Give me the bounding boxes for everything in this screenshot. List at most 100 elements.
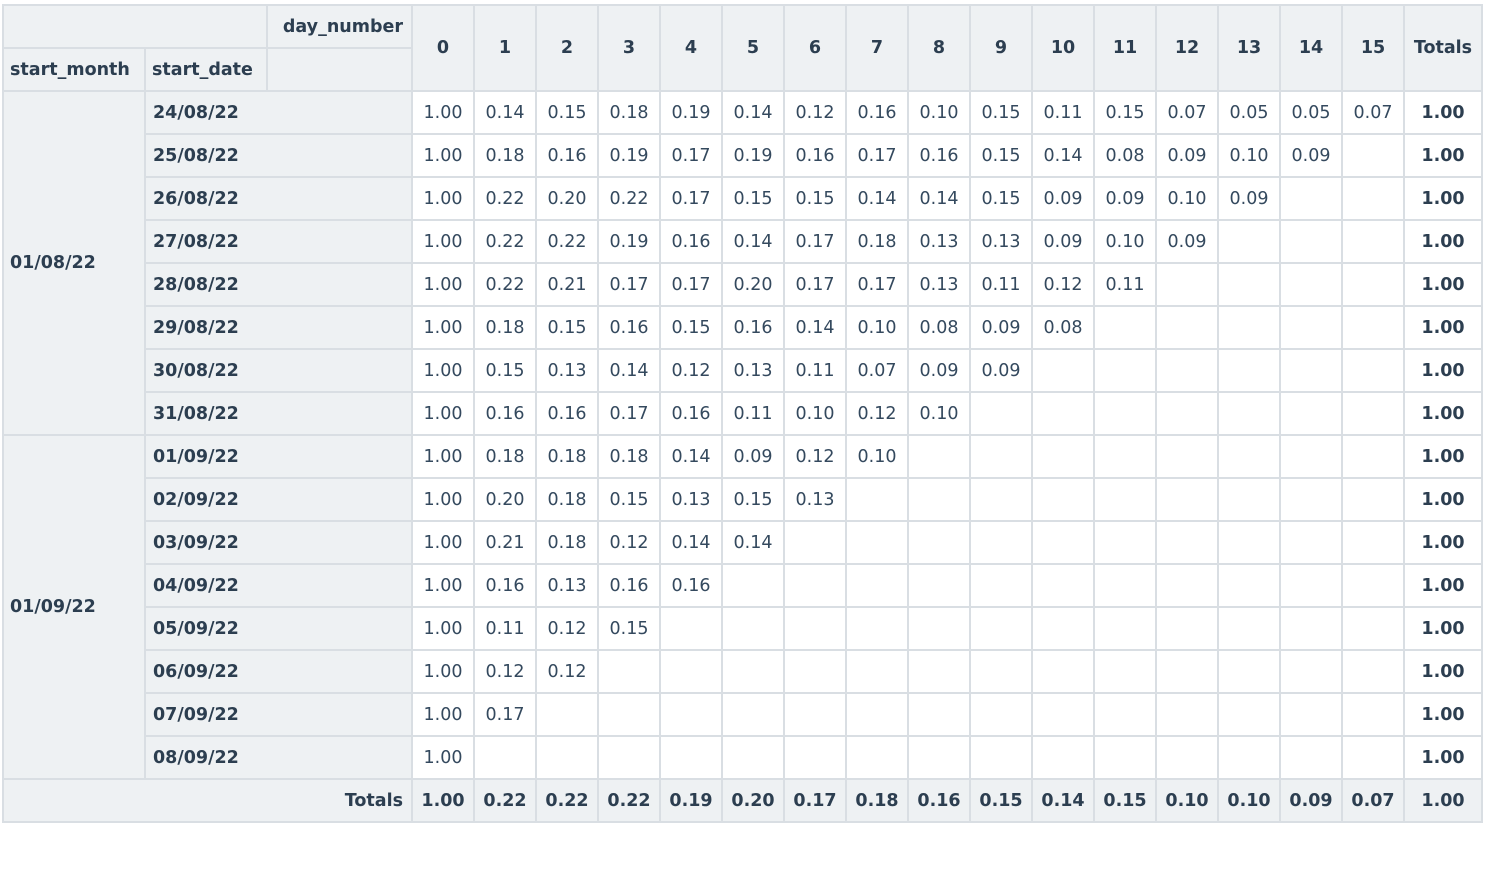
value-cell[interactable]: 0.16 <box>845 90 909 135</box>
value-cell[interactable] <box>1155 735 1219 780</box>
value-cell[interactable]: 0.10 <box>907 90 971 135</box>
value-cell[interactable]: 0.14 <box>721 219 785 264</box>
value-cell[interactable]: 0.11 <box>721 391 785 436</box>
value-cell[interactable]: 0.19 <box>659 90 723 135</box>
value-cell[interactable]: 0.11 <box>783 348 847 393</box>
value-cell[interactable]: 0.18 <box>597 434 661 479</box>
row-header-date[interactable]: 05/09/22 <box>144 606 413 651</box>
row-total-cell[interactable]: 1.00 <box>1403 520 1483 565</box>
value-cell[interactable]: 0.20 <box>473 477 537 522</box>
value-cell[interactable] <box>1217 434 1281 479</box>
value-cell[interactable] <box>1279 219 1343 264</box>
value-cell[interactable]: 0.19 <box>721 133 785 178</box>
value-cell[interactable] <box>1155 692 1219 737</box>
value-cell[interactable]: 0.14 <box>659 434 723 479</box>
value-cell[interactable]: 0.15 <box>969 133 1033 178</box>
value-cell[interactable]: 0.14 <box>845 176 909 221</box>
value-cell[interactable] <box>1341 348 1405 393</box>
value-cell[interactable] <box>1031 348 1095 393</box>
value-cell[interactable]: 1.00 <box>411 606 475 651</box>
row-header-date[interactable]: 26/08/22 <box>144 176 413 221</box>
row-total-cell[interactable]: 1.00 <box>1403 563 1483 608</box>
value-cell[interactable]: 0.17 <box>783 219 847 264</box>
value-cell[interactable]: 1.00 <box>411 133 475 178</box>
value-cell[interactable]: 1.00 <box>411 520 475 565</box>
value-cell[interactable] <box>1217 348 1281 393</box>
column-header-day[interactable]: 3 <box>597 4 661 92</box>
value-cell[interactable]: 0.13 <box>535 348 599 393</box>
column-header-totals[interactable]: Totals <box>1403 4 1483 92</box>
value-cell[interactable]: 0.16 <box>721 305 785 350</box>
column-header-day[interactable]: 10 <box>1031 4 1095 92</box>
value-cell[interactable] <box>969 649 1033 694</box>
row-total-cell[interactable]: 1.00 <box>1403 90 1483 135</box>
value-cell[interactable]: 0.15 <box>535 90 599 135</box>
row-total-cell[interactable]: 1.00 <box>1403 477 1483 522</box>
value-cell[interactable]: 0.07 <box>1341 90 1405 135</box>
value-cell[interactable]: 0.15 <box>783 176 847 221</box>
value-cell[interactable] <box>1155 391 1219 436</box>
column-header-day[interactable]: 5 <box>721 4 785 92</box>
value-cell[interactable]: 0.14 <box>721 90 785 135</box>
value-cell[interactable]: 0.22 <box>597 176 661 221</box>
value-cell[interactable] <box>969 563 1033 608</box>
value-cell[interactable] <box>473 735 537 780</box>
value-cell[interactable] <box>1093 391 1157 436</box>
value-cell[interactable]: 0.17 <box>845 262 909 307</box>
value-cell[interactable]: 0.16 <box>907 133 971 178</box>
value-cell[interactable]: 0.17 <box>845 133 909 178</box>
column-total-cell[interactable]: 0.10 <box>1217 778 1281 823</box>
value-cell[interactable]: 0.22 <box>535 219 599 264</box>
row-total-cell[interactable]: 1.00 <box>1403 305 1483 350</box>
value-cell[interactable]: 0.12 <box>1031 262 1095 307</box>
value-cell[interactable]: 0.18 <box>473 305 537 350</box>
value-cell[interactable]: 1.00 <box>411 735 475 780</box>
value-cell[interactable]: 0.10 <box>845 305 909 350</box>
value-cell[interactable] <box>783 735 847 780</box>
row-total-cell[interactable]: 1.00 <box>1403 176 1483 221</box>
row-header-date[interactable]: 30/08/22 <box>144 348 413 393</box>
value-cell[interactable] <box>1341 176 1405 221</box>
value-cell[interactable]: 0.09 <box>907 348 971 393</box>
value-cell[interactable]: 0.14 <box>1031 133 1095 178</box>
value-cell[interactable] <box>1093 520 1157 565</box>
row-total-cell[interactable]: 1.00 <box>1403 133 1483 178</box>
value-cell[interactable]: 0.14 <box>659 520 723 565</box>
column-header-day[interactable]: 8 <box>907 4 971 92</box>
row-header-date[interactable]: 06/09/22 <box>144 649 413 694</box>
value-cell[interactable]: 0.10 <box>783 391 847 436</box>
value-cell[interactable]: 0.18 <box>845 219 909 264</box>
value-cell[interactable] <box>1031 391 1095 436</box>
value-cell[interactable]: 0.18 <box>473 133 537 178</box>
row-header-date[interactable]: 28/08/22 <box>144 262 413 307</box>
value-cell[interactable] <box>1093 735 1157 780</box>
value-cell[interactable] <box>1217 219 1281 264</box>
value-cell[interactable] <box>969 391 1033 436</box>
value-cell[interactable] <box>721 563 785 608</box>
value-cell[interactable]: 0.16 <box>535 133 599 178</box>
value-cell[interactable]: 1.00 <box>411 348 475 393</box>
value-cell[interactable]: 0.15 <box>597 477 661 522</box>
value-cell[interactable] <box>1031 434 1095 479</box>
value-cell[interactable] <box>1341 520 1405 565</box>
value-cell[interactable] <box>1031 692 1095 737</box>
value-cell[interactable]: 0.17 <box>659 133 723 178</box>
row-total-cell[interactable]: 1.00 <box>1403 735 1483 780</box>
value-cell[interactable]: 0.12 <box>845 391 909 436</box>
column-header-day[interactable]: 4 <box>659 4 723 92</box>
value-cell[interactable] <box>907 434 971 479</box>
value-cell[interactable]: 0.07 <box>1155 90 1219 135</box>
value-cell[interactable]: 0.16 <box>659 219 723 264</box>
value-cell[interactable] <box>1155 520 1219 565</box>
row-header-date[interactable]: 31/08/22 <box>144 391 413 436</box>
value-cell[interactable] <box>907 520 971 565</box>
column-total-cell[interactable]: 0.15 <box>1093 778 1157 823</box>
row-total-cell[interactable]: 1.00 <box>1403 262 1483 307</box>
value-cell[interactable]: 0.14 <box>783 305 847 350</box>
value-cell[interactable]: 0.09 <box>969 348 1033 393</box>
value-cell[interactable]: 0.09 <box>1031 176 1095 221</box>
value-cell[interactable] <box>1155 477 1219 522</box>
value-cell[interactable]: 0.20 <box>535 176 599 221</box>
column-total-cell[interactable]: 0.10 <box>1155 778 1219 823</box>
value-cell[interactable]: 1.00 <box>411 176 475 221</box>
